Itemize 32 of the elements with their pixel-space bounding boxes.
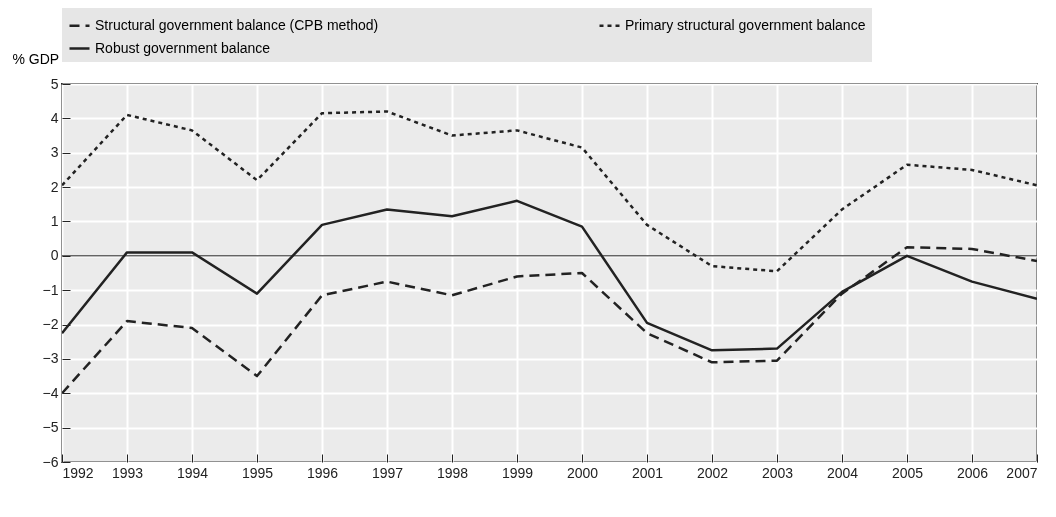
y-tick-label: −3 [42, 350, 59, 367]
y-tick-label: 1 [50, 212, 59, 229]
y-tick-label: 0 [50, 247, 59, 264]
x-tick-label: 2005 [891, 464, 924, 481]
x-tick-label: 2006 [956, 464, 989, 481]
x-tick-label: 1996 [306, 464, 339, 481]
legend-label: Robust government balance [95, 39, 271, 56]
y-tick-label: −5 [42, 419, 59, 436]
x-tick-label: 2001 [631, 464, 664, 481]
y-tick-label: −4 [42, 384, 59, 401]
x-tick-label: 2000 [566, 464, 599, 481]
x-tick-label: 2004 [826, 464, 859, 481]
x-tick-label: 2007 [1006, 464, 1038, 481]
x-tick-label: 1994 [176, 464, 209, 481]
x-tick-label: 1999 [501, 464, 534, 481]
y-axis-title: % GDP [12, 50, 60, 67]
x-tick-label: 2002 [696, 464, 729, 481]
y-tick-label: −2 [42, 316, 59, 333]
y-tick-label: 3 [50, 144, 59, 161]
x-tick-label: 1992 [62, 464, 94, 481]
y-tick-label: −6 [42, 453, 59, 470]
x-tick-label: 2003 [761, 464, 794, 481]
x-tick-label: 1997 [371, 464, 404, 481]
legend-label: Structural government balance (CPB method) [95, 16, 379, 33]
y-tick-label: −1 [42, 281, 59, 298]
legend-label: Primary structural government balance [625, 16, 866, 33]
x-tick-label: 1993 [111, 464, 144, 481]
y-tick-label: 4 [50, 109, 59, 126]
x-tick-label: 1995 [241, 464, 274, 481]
x-tick-label: 1998 [436, 464, 469, 481]
y-tick-label: 5 [50, 75, 59, 92]
y-tick-label: 2 [50, 178, 59, 195]
